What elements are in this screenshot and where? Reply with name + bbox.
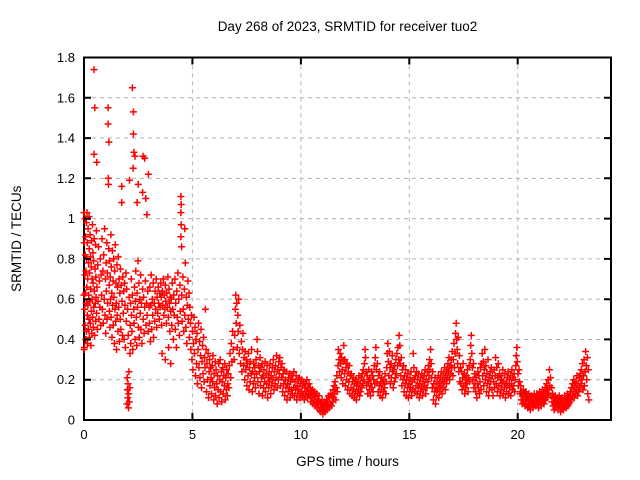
y-tick-label: 0.4	[57, 332, 75, 347]
y-axis-title: SRMTID / TECUs	[9, 185, 24, 292]
x-tick-label: 0	[80, 427, 87, 442]
x-tick-label: 20	[511, 427, 525, 442]
axis-ticks	[83, 56, 611, 421]
x-axis-title: GPS time / hours	[296, 454, 399, 469]
x-tick-label: 5	[189, 427, 196, 442]
y-tick-label: 1.4	[57, 131, 75, 146]
y-tick-label: 1.8	[57, 50, 75, 65]
y-tick-label: 0.6	[57, 292, 75, 307]
scatter-points	[80, 66, 593, 418]
y-tick-label: 0.8	[57, 251, 75, 266]
x-tick-label: 10	[294, 427, 308, 442]
y-tick-label: 0	[68, 413, 75, 428]
tick-labels: 0 5 10 15 20 0 0.2 0.4 0.6 0.8 1 1.2 1.4 1.6 1.8	[57, 50, 525, 442]
chart-title: Day 268 of 2023, SRMTID for receiver tuo…	[218, 19, 478, 34]
y-tick-label: 1.2	[57, 171, 75, 186]
plot-border	[83, 56, 612, 421]
y-tick-label: 1.6	[57, 90, 75, 105]
y-tick-label: 1	[68, 211, 75, 226]
y-tick-label: 0.2	[57, 372, 75, 387]
x-tick-label: 15	[402, 427, 416, 442]
